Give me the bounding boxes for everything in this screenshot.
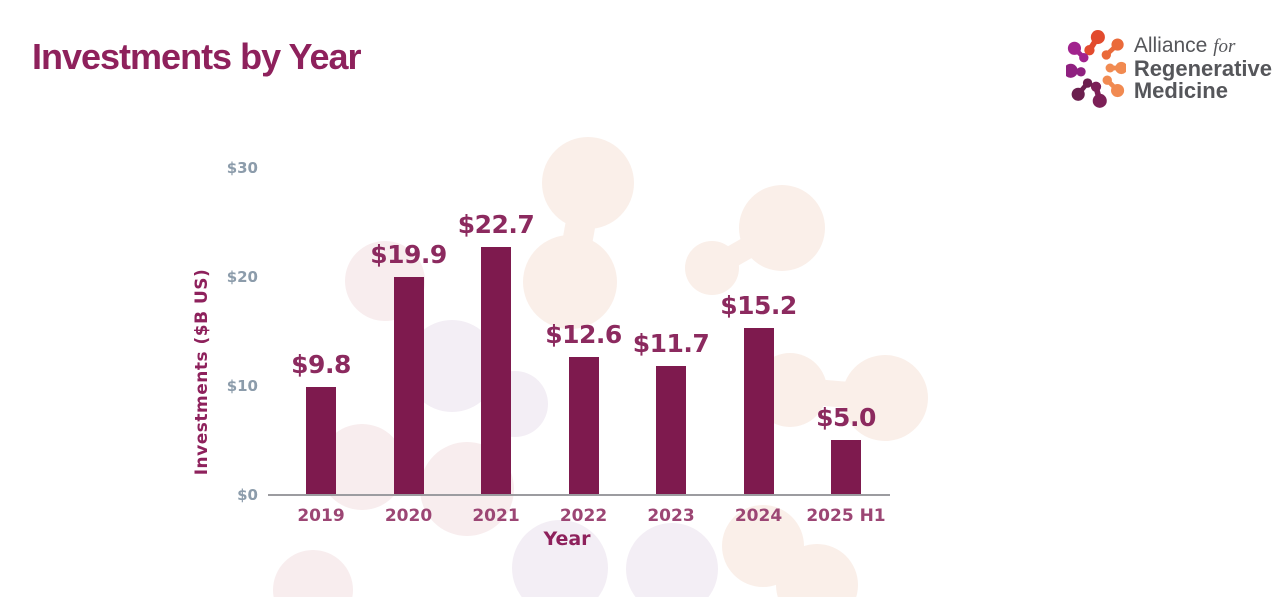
x-tick-label: 2024 bbox=[734, 506, 783, 526]
bar-2020 bbox=[393, 277, 424, 494]
y-tick-label: $20 bbox=[226, 268, 258, 286]
arm-logo-line3: Medicine bbox=[1133, 77, 1228, 103]
bar-value-label: $15.2 bbox=[720, 291, 797, 321]
page-title: Investments by Year bbox=[32, 36, 362, 77]
arm-logo: Alliance for Regenerative Medicine bbox=[1065, 24, 1272, 112]
bar-2024 bbox=[743, 328, 774, 494]
arm-logo-line1: Alliance for bbox=[1133, 33, 1236, 57]
x-tick-label: 2023 bbox=[647, 506, 695, 526]
bar-2019 bbox=[306, 387, 336, 494]
arm-logo-text: Alliance for Regenerative Medicine bbox=[1133, 33, 1272, 103]
x-tick-label: 2021 bbox=[472, 506, 520, 526]
bar-value-label: $11.7 bbox=[632, 329, 710, 359]
x-tick-label: 2022 bbox=[559, 506, 608, 526]
bar-2022 bbox=[568, 356, 599, 494]
arm-logo-line2: Regenerative bbox=[1133, 55, 1272, 81]
bar-value-label: $19.9 bbox=[370, 240, 447, 270]
x-tick-label: 2020 bbox=[384, 506, 433, 526]
bar-value-label: $5.0 bbox=[816, 402, 876, 432]
y-axis-title: Investments ($B US) bbox=[192, 268, 212, 476]
bar-value-label: $12.6 bbox=[545, 319, 622, 349]
bar-2021 bbox=[481, 246, 511, 494]
arm-logo-icon bbox=[1065, 30, 1126, 108]
y-tick-label: $30 bbox=[226, 159, 258, 177]
bar-value-label: $9.8 bbox=[291, 350, 351, 380]
x-tick-label: 2019 bbox=[297, 506, 345, 526]
x-axis-title: Year bbox=[543, 528, 591, 550]
x-tick-label: 2025 H1 bbox=[806, 506, 886, 526]
bar-2025-h1 bbox=[831, 439, 861, 494]
x-axis-line bbox=[268, 494, 890, 496]
y-tick-label: $0 bbox=[237, 486, 258, 504]
bar-2023 bbox=[656, 366, 686, 494]
y-tick-label: $10 bbox=[226, 377, 258, 395]
bar-value-label: $22.7 bbox=[457, 209, 535, 239]
